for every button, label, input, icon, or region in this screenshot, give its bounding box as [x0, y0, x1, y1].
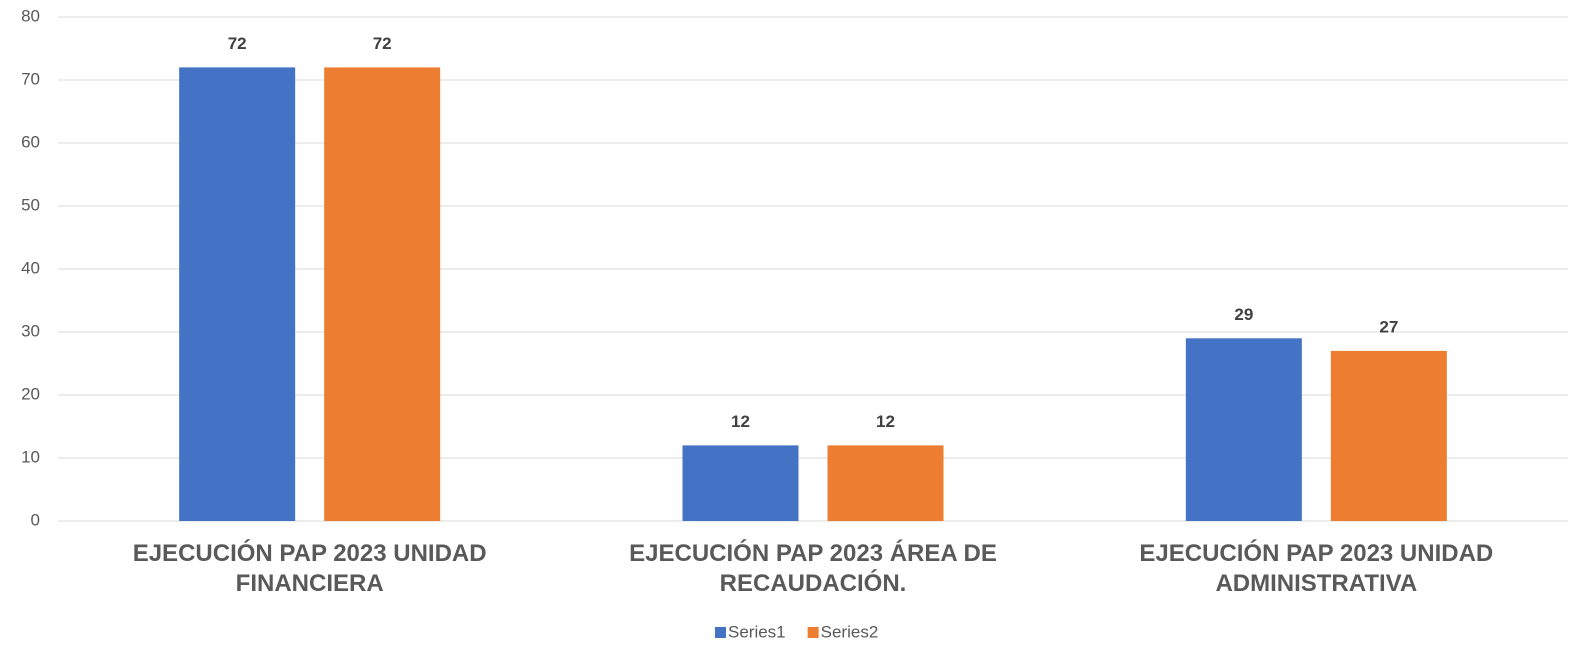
y-tick-label: 70 [21, 69, 40, 88]
y-tick-label: 40 [21, 258, 40, 277]
legend-label: Series2 [821, 622, 879, 641]
legend-swatch [807, 627, 819, 638]
y-tick-label: 60 [21, 132, 40, 151]
x-tick-label: EJECUCIÓN PAP 2023 UNIDAD FINANCIERA [132, 540, 487, 597]
data-label: 27 [1379, 317, 1398, 336]
legend-swatch [715, 627, 726, 638]
data-label: 12 [731, 412, 750, 431]
y-tick-label: 30 [21, 321, 40, 340]
y-tick-label: 0 [31, 510, 40, 529]
y-tick-label: 80 [21, 6, 40, 25]
y-tick-label: 50 [21, 195, 40, 214]
data-label: 72 [228, 34, 247, 53]
bar [1185, 338, 1302, 521]
bar [682, 445, 799, 521]
data-label: 29 [1234, 305, 1253, 324]
data-label: 12 [876, 412, 895, 431]
x-tick-label: EJECUCIÓN PAP 2023 UNIDAD ADMINISTRATIVA [1139, 540, 1494, 597]
y-tick-label: 10 [21, 447, 40, 466]
bar [1330, 350, 1447, 521]
bar [179, 67, 296, 522]
y-tick-label: 20 [21, 384, 40, 403]
bar [827, 445, 944, 521]
x-tick-label: EJECUCIÓN PAP 2023 ÁREA DE RECAUDACIÓN. [629, 540, 997, 597]
bar [324, 67, 441, 522]
legend-label: Series1 [728, 622, 786, 641]
data-label: 72 [373, 34, 392, 53]
